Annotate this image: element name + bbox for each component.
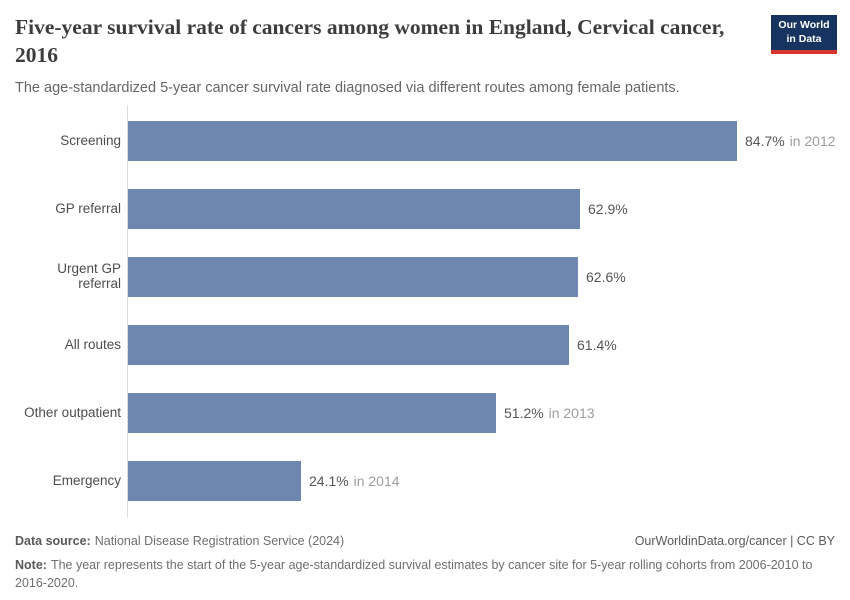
value-number: 84.7% — [745, 133, 785, 149]
bar — [128, 121, 737, 161]
attribution-link[interactable]: OurWorldinData.org/cancer | CC BY — [634, 534, 835, 548]
value-year: in 2012 — [789, 133, 836, 149]
bar-row: GP referral 62.9% — [15, 189, 835, 229]
category-label: Emergency — [52, 472, 121, 488]
note-label: Note: — [15, 557, 47, 572]
value-number: 62.9% — [588, 201, 628, 217]
header: Five-year survival rate of cancers among… — [15, 13, 760, 98]
category-label: GP referral — [55, 200, 121, 216]
value-label: 84.7% in 2012 — [745, 133, 836, 149]
bar-row: All routes 61.4% — [15, 325, 835, 365]
owid-logo-text-line2: in Data — [786, 32, 822, 45]
value-number: 51.2% — [504, 405, 544, 421]
bar-row: Emergency 24.1% in 2014 — [15, 461, 835, 501]
category-label: All routes — [64, 336, 121, 352]
footer: Data source: National Disease Registratio… — [15, 533, 835, 592]
value-label: 24.1% in 2014 — [309, 473, 400, 489]
bar — [128, 325, 569, 365]
category-label: Other outpatient — [24, 404, 121, 420]
value-year: in 2014 — [353, 473, 400, 489]
note-text: The year represents the start of the 5-y… — [15, 557, 813, 590]
page-subtitle: The age-standardized 5-year cancer survi… — [15, 79, 680, 96]
source-row: Data source: National Disease Registratio… — [15, 533, 835, 551]
bar — [128, 461, 301, 501]
bar-rows: Screening 84.7% in 2012 GP referral 62.9… — [15, 121, 836, 501]
bar-row: Other outpatient 51.2% in 2013 — [15, 393, 835, 433]
value-number: 62.6% — [586, 269, 626, 285]
value-number: 61.4% — [577, 337, 617, 353]
category-label: Urgent GP referral — [57, 261, 121, 291]
data-source: Data source: National Disease Registratio… — [15, 533, 344, 551]
source-label: Data source: — [15, 534, 91, 548]
bar-row: Screening 84.7% in 2012 — [15, 121, 836, 161]
owid-logo-text-line1: Our World — [778, 19, 830, 31]
note: Note: The year represents the start of th… — [15, 556, 835, 592]
value-year: in 2013 — [548, 405, 595, 421]
bar-row: Urgent GP referral 62.6% — [15, 257, 835, 297]
page-title: Five-year survival rate of cancers among… — [15, 15, 725, 68]
value-label: 62.6% — [586, 269, 626, 285]
bar — [128, 257, 578, 297]
bar-chart: Screening 84.7% in 2012 GP referral 62.9… — [15, 105, 836, 517]
value-label: 62.9% — [588, 201, 628, 217]
value-number: 24.1% — [309, 473, 349, 489]
source-text: National Disease Registration Service (2… — [94, 534, 345, 548]
bar — [128, 189, 580, 229]
y-axis-line — [127, 105, 128, 517]
owid-logo[interactable]: Our World in Data — [771, 15, 837, 55]
value-label: 51.2% in 2013 — [504, 405, 595, 421]
value-label: 61.4% — [577, 337, 617, 353]
category-label: Screening — [60, 132, 121, 148]
bar — [128, 393, 496, 433]
